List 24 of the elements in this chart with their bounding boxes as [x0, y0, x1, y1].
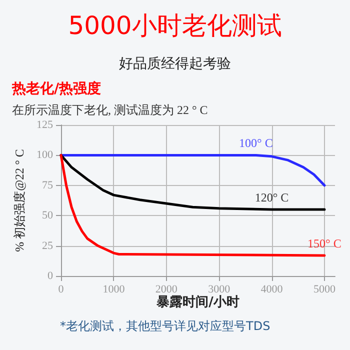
y-tick-label: 0	[48, 270, 54, 282]
x-tick-label: 2000	[155, 284, 178, 296]
y-tick-label: 25	[42, 240, 54, 252]
x-tick-label: 4000	[260, 284, 284, 296]
text: *老化测试，其他型号详见对应型号TDS	[60, 319, 270, 333]
x-tick-label: 0	[58, 284, 64, 296]
x-tick-label: 1000	[102, 284, 126, 296]
text: 在所示温度下老化, 测试温度为 22 ° C	[12, 103, 208, 117]
y-tick-label: 125	[36, 119, 54, 131]
x-axis-title: 暴露时间/小时	[156, 295, 240, 310]
line-series	[60, 154, 326, 187]
x-tick-label: 5000	[313, 284, 336, 296]
series-label: 100° C	[239, 136, 273, 150]
text: 热老化/热强度	[11, 80, 102, 97]
y-tick-label: 75	[42, 179, 54, 192]
series-label: 120° C	[254, 190, 289, 205]
y-tick-label: 50	[42, 210, 54, 222]
line-series	[60, 154, 326, 211]
chart-title: 5000小时老化测试	[68, 11, 282, 40]
chart-subtitle: 好品质经得起考验	[119, 56, 231, 72]
y-axis-title: % 初始强度@22 ° C	[12, 149, 27, 252]
x-tick-label: 3000	[208, 284, 231, 296]
series-label: 150° C	[308, 236, 342, 250]
y-tick-label: 100	[36, 149, 54, 162]
